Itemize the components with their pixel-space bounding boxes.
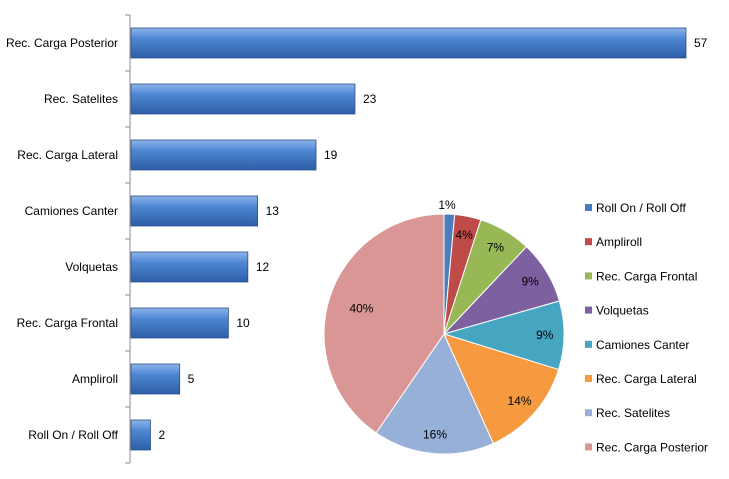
pie-percent-label: 9%: [521, 275, 539, 289]
bar-value-label: 5: [188, 372, 195, 386]
category-label: Roll On / Roll Off: [28, 428, 118, 442]
pie-percent-label: 14%: [507, 394, 531, 408]
bar-roll-on-roll-off: [130, 419, 151, 451]
bar-value-label: 57: [694, 36, 708, 50]
legend-swatch: [585, 306, 592, 314]
category-label: Camiones Canter: [25, 204, 118, 218]
bar-value-label: 12: [256, 260, 270, 274]
legend-swatch: [585, 238, 592, 246]
bar-chart: Rec. Carga Posterior 57 Rec. Satelites 23 Re…: [6, 14, 708, 464]
bar-value-label: 23: [363, 92, 377, 106]
legend-label: Rec. Carga Lateral: [596, 372, 697, 386]
legend-label: Rec. Carga Posterior: [596, 440, 708, 454]
pie-percent-label: 16%: [423, 427, 447, 441]
bar-rec-carga-posterior: [130, 27, 687, 59]
legend-label: Ampliroll: [596, 235, 642, 249]
pie-percent-label: 1%: [438, 198, 456, 212]
legend-swatch: [585, 272, 592, 280]
bar-value-label: 2: [158, 428, 165, 442]
pie-chart: 1% 4% 7% 9% 9% 14% 16% 40%: [323, 198, 565, 455]
category-label: Rec. Carga Lateral: [17, 148, 118, 162]
legend-swatch: [585, 340, 592, 348]
legend-swatch: [585, 443, 592, 451]
legend-swatch: [585, 375, 592, 382]
pie-slice-rec-carga-lateral: [443, 333, 560, 445]
bar-camiones-canter: [130, 195, 258, 227]
legend-label: Roll On / Roll Off: [596, 201, 686, 215]
pie-slice-rec-carga-posterior: [323, 213, 445, 434]
pie-slice-rec-satelites: [375, 332, 494, 455]
pie-percent-label: 9%: [536, 328, 554, 342]
category-label: Rec. Carga Posterior: [6, 36, 118, 50]
pie-percent-label: 4%: [455, 228, 473, 242]
bar-volquetas: [130, 251, 249, 283]
bar-rec-satelites: [130, 83, 356, 115]
category-label: Ampliroll: [72, 372, 118, 386]
pie-legend: Roll On / Roll Off Ampliroll Rec. Carga Fr…: [585, 201, 708, 454]
legend-label: Rec. Satelites: [596, 406, 670, 420]
legend-label: Camiones Canter: [596, 338, 689, 352]
pie-percent-label: 40%: [349, 301, 373, 315]
bar-ampliroll: [130, 363, 181, 395]
pie-percent-label: 7%: [487, 240, 505, 254]
legend-label: Rec. Carga Frontal: [596, 269, 697, 283]
legend-label: Volquetas: [596, 304, 649, 318]
legend-swatch: [585, 409, 592, 417]
bar-rec-carga-frontal: [130, 307, 229, 339]
legend-swatch: [585, 204, 592, 211]
bar-value-label: 19: [324, 148, 338, 162]
category-label: Rec. Carga Frontal: [17, 316, 118, 330]
bar-rec-carga-lateral: [130, 139, 317, 171]
category-label: Rec. Satelites: [44, 92, 118, 106]
bar-value-label: 10: [236, 316, 250, 330]
bar-value-label: 13: [266, 204, 280, 218]
category-label: Volquetas: [65, 260, 118, 274]
